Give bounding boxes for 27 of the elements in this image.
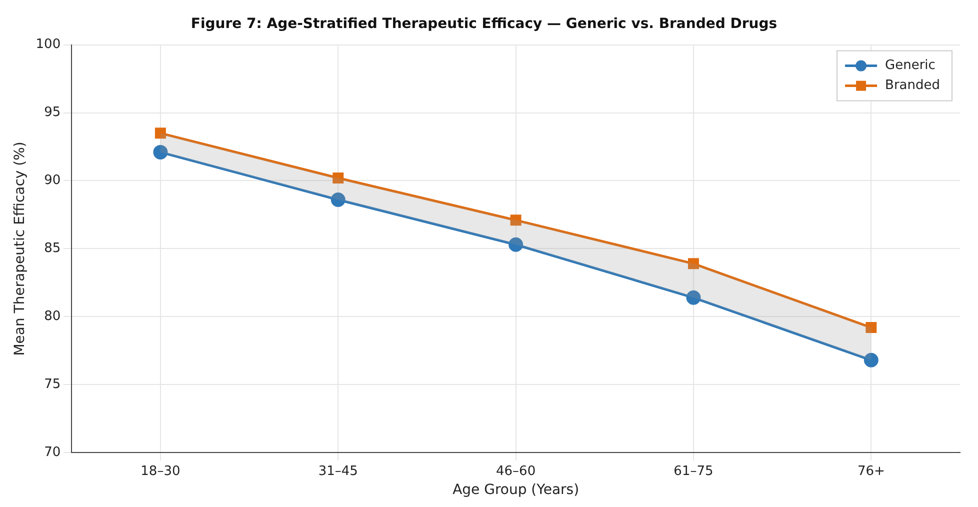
legend-label: Branded	[885, 78, 940, 94]
y-axis-title: Mean Therapeutic Efficacy (%)	[12, 142, 28, 356]
y-tick-label: 90	[44, 173, 61, 188]
point	[866, 322, 877, 334]
y-tick-label: 80	[44, 309, 61, 324]
x-tick-label: 31–45	[318, 464, 358, 479]
y-tick-label: 70	[44, 444, 61, 460]
point	[510, 214, 522, 226]
y-tick-label: 75	[44, 377, 61, 392]
point	[153, 144, 168, 160]
x-axis-title: Age Group (Years)	[452, 482, 580, 498]
point	[686, 290, 701, 305]
point	[688, 258, 699, 270]
point	[154, 128, 166, 139]
point	[508, 237, 524, 252]
point	[332, 172, 344, 184]
y-tick-label: 85	[44, 241, 61, 256]
y-tick-label: 95	[44, 105, 61, 120]
point	[864, 352, 878, 368]
point	[330, 192, 346, 208]
x-tick-label: 18–30	[140, 464, 180, 479]
x-tick-label: 46–60	[496, 464, 536, 479]
x-tick-label: 61–75	[674, 464, 714, 479]
y-tick-label: 100	[36, 37, 61, 52]
legend-label: Generic	[885, 58, 936, 74]
x-tick-label: 76+	[857, 464, 885, 479]
chart-title: Figure 7: Age-Stratified Therapeutic Efficacy — Generic vs. Branded Drugs	[190, 16, 778, 32]
